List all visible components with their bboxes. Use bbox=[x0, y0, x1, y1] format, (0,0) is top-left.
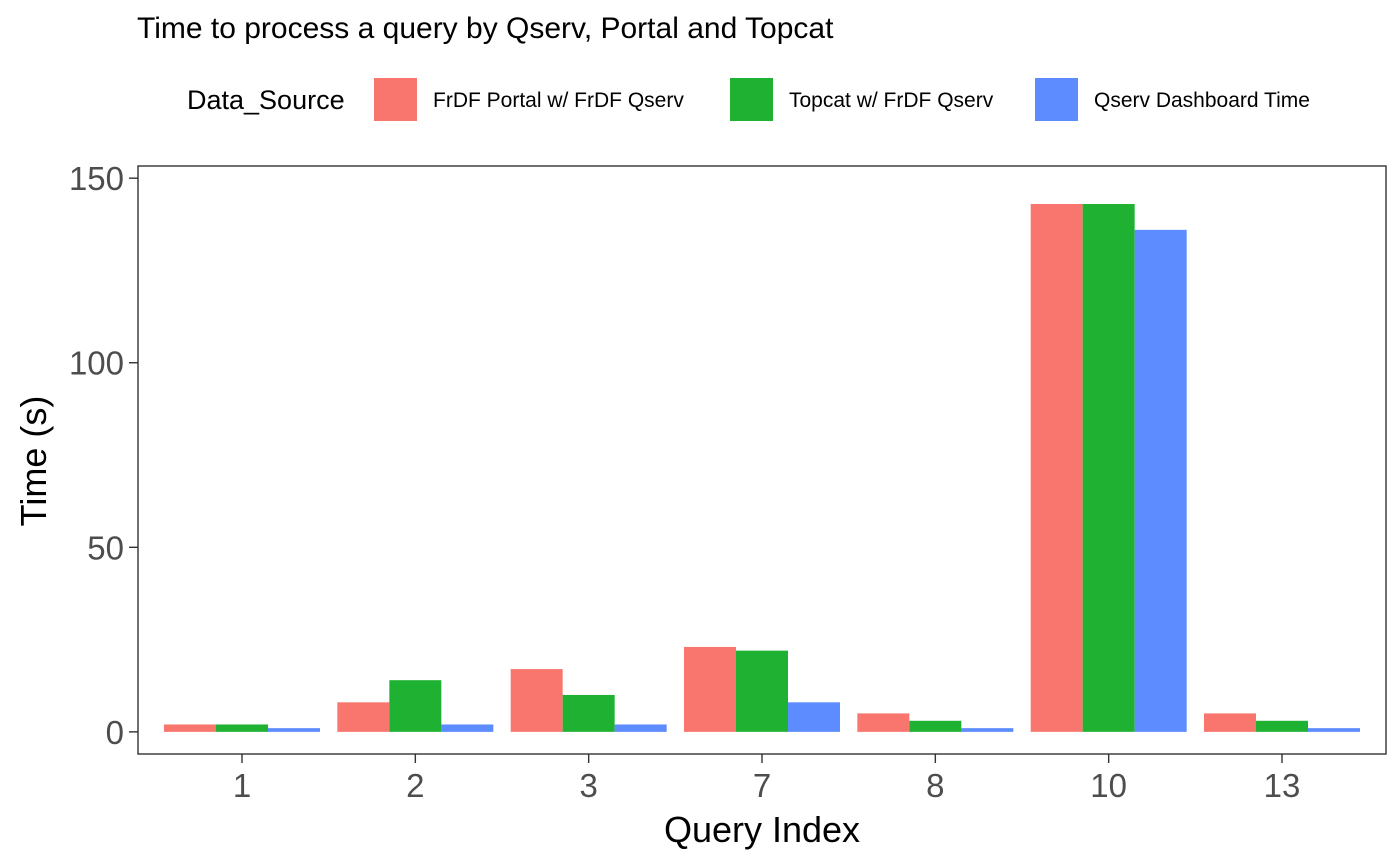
x-tick-label: 10 bbox=[1090, 767, 1127, 804]
y-tick-label: 100 bbox=[69, 345, 124, 382]
bar bbox=[562, 694, 615, 732]
bar bbox=[441, 724, 494, 732]
bar bbox=[614, 724, 667, 732]
legend-key bbox=[374, 78, 417, 121]
bar bbox=[389, 680, 442, 732]
legend-key bbox=[730, 78, 773, 121]
bar bbox=[1204, 713, 1256, 732]
bar bbox=[857, 713, 910, 732]
x-tick-label: 1 bbox=[233, 767, 251, 804]
bar bbox=[216, 724, 268, 732]
legend-label: Qserv Dashboard Time bbox=[1094, 89, 1310, 112]
bar bbox=[164, 724, 216, 732]
bar bbox=[1256, 720, 1308, 732]
bar bbox=[788, 702, 840, 732]
bar bbox=[736, 650, 788, 732]
chart-title: Time to process a query by Qserv, Portal… bbox=[137, 12, 834, 45]
bar bbox=[961, 728, 1014, 732]
bar bbox=[1134, 229, 1187, 732]
legend-label: FrDF Portal w/ FrDF Qserv bbox=[433, 89, 684, 112]
legend-title: Data_Source bbox=[187, 85, 345, 115]
x-tick-label: 2 bbox=[406, 767, 424, 804]
bar bbox=[909, 720, 962, 732]
x-tick-label: 7 bbox=[753, 767, 771, 804]
bar bbox=[510, 669, 563, 732]
legend-key bbox=[1035, 78, 1078, 121]
legend-label: Topcat w/ FrDF Qserv bbox=[789, 89, 994, 112]
legend: Data_Source FrDF Portal w/ FrDF Qserv Top… bbox=[187, 78, 1310, 121]
bar bbox=[1030, 204, 1083, 732]
plot-area: 0 50 100 150 1 2 3 7 8 10 13 bbox=[69, 160, 1387, 804]
y-axis-title: Time (s) bbox=[13, 396, 54, 527]
x-tick-label: 13 bbox=[1264, 767, 1301, 804]
bar bbox=[268, 728, 320, 732]
y-tick-label: 50 bbox=[87, 529, 124, 566]
bar bbox=[684, 646, 736, 732]
x-tick-label: 3 bbox=[579, 767, 597, 804]
bar bbox=[1308, 728, 1360, 732]
bar bbox=[1082, 204, 1135, 732]
x-axis-title: Query Index bbox=[664, 809, 860, 850]
bar bbox=[337, 702, 390, 732]
y-tick-label: 0 bbox=[106, 714, 124, 751]
y-tick-label: 150 bbox=[69, 160, 124, 197]
x-tick-label: 8 bbox=[926, 767, 944, 804]
